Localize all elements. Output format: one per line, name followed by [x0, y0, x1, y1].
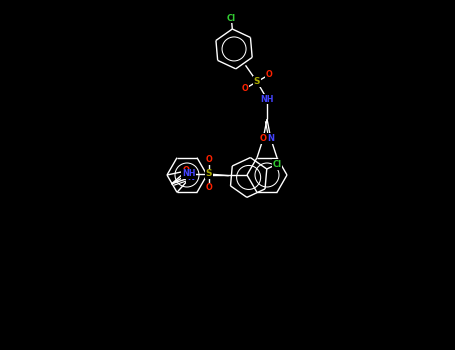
Text: S: S: [254, 77, 260, 86]
Text: NH: NH: [182, 169, 196, 178]
Text: S: S: [206, 169, 212, 178]
Text: Cl: Cl: [227, 14, 236, 22]
Text: NH: NH: [260, 94, 274, 104]
Text: O: O: [183, 166, 190, 175]
Text: O: O: [242, 84, 248, 93]
Text: N: N: [187, 173, 194, 182]
Text: N: N: [268, 134, 274, 143]
Text: O: O: [266, 70, 273, 79]
Text: O: O: [260, 134, 267, 143]
Text: O: O: [205, 155, 212, 164]
Text: Cl: Cl: [272, 160, 281, 169]
Text: O: O: [205, 183, 212, 192]
